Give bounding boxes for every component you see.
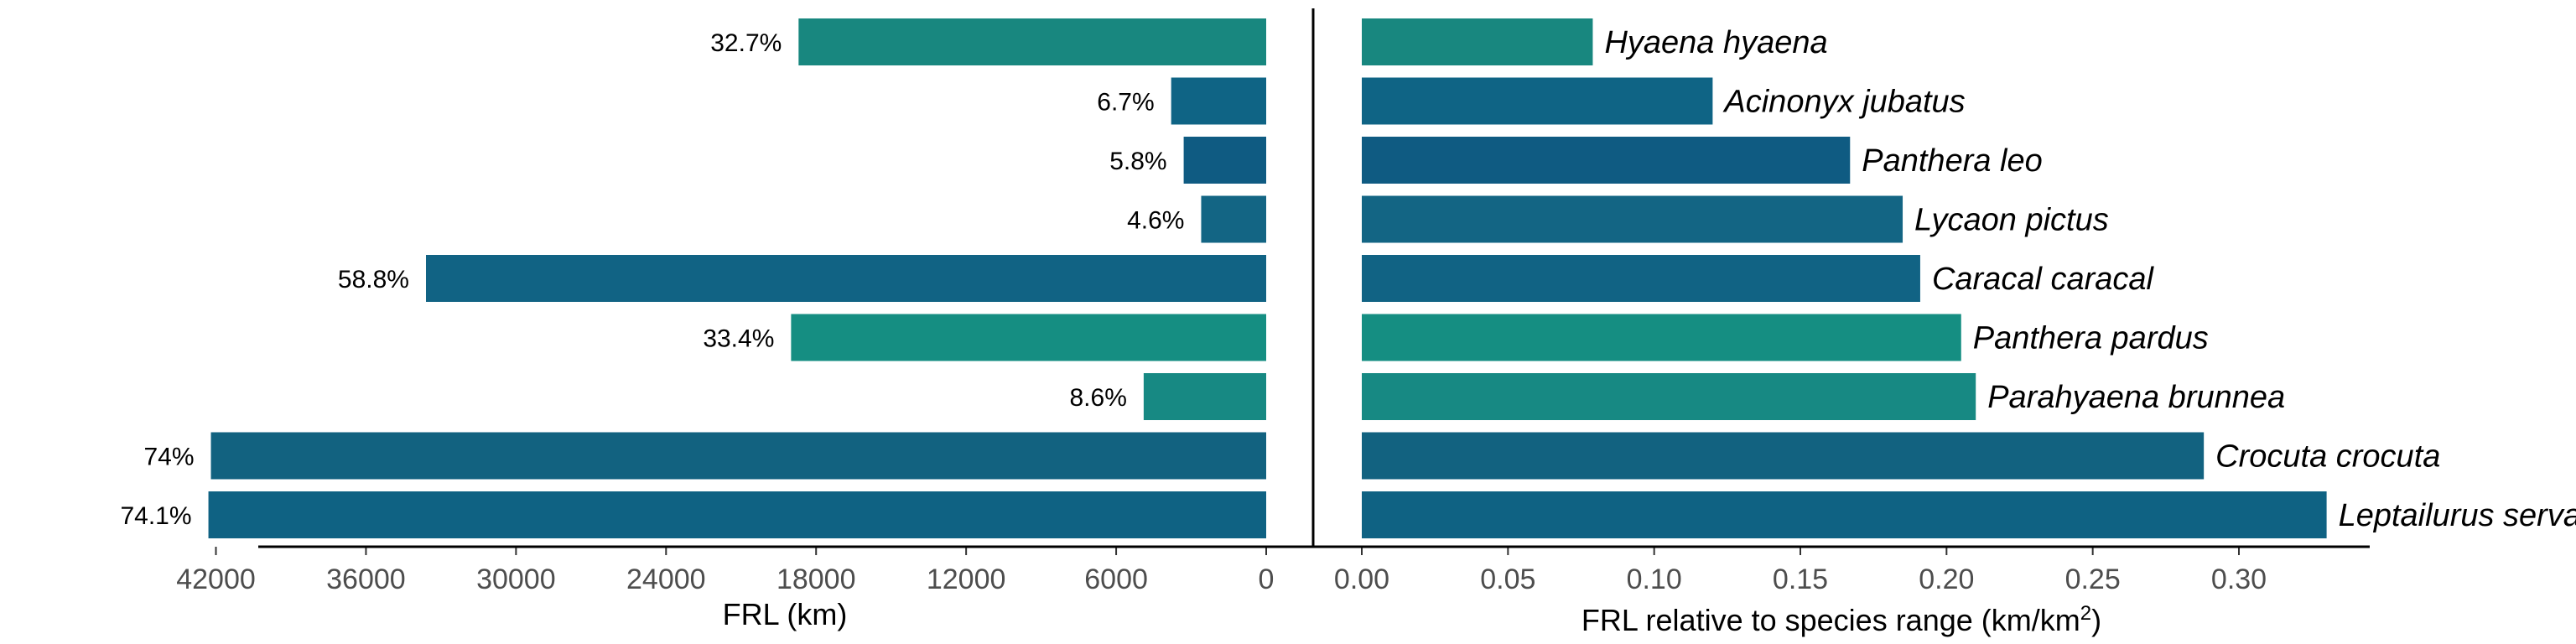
right-x-tick-label: 0.15 [1773, 564, 1828, 595]
species-label: Hyaena hyaena [1604, 25, 1827, 60]
percent-label: 4.6% [1127, 207, 1184, 235]
percent-label: 74.1% [120, 502, 191, 530]
percent-label: 8.6% [1069, 384, 1126, 412]
right-x-tick-label: 0.00 [1334, 564, 1389, 595]
left-x-tick-label: 6000 [1084, 564, 1148, 595]
right-x-axis-title: FRL relative to species range (km/km2) [1581, 602, 2101, 638]
right-bar [1362, 432, 2205, 480]
right-x-axis-title-main: FRL relative to species range (km/km [1581, 603, 2080, 637]
percent-label: 5.8% [1109, 148, 1166, 175]
species-label: Leptailurus serval [2339, 498, 2576, 533]
species-label: Parahyaena brunnea [1987, 380, 2285, 415]
right-x-tick-label: 0.25 [2065, 564, 2121, 595]
species-label: Panthera leo [1862, 143, 2043, 179]
left-bar [798, 18, 1266, 65]
right-x-tick-label: 0.10 [1627, 564, 1682, 595]
species-label: Crocuta crocuta [2215, 439, 2440, 475]
right-bar [1362, 314, 1961, 361]
right-x-tick-label: 0.05 [1480, 564, 1535, 595]
percent-label: 32.7% [710, 29, 782, 57]
left-bar [426, 255, 1266, 302]
species-label: Panthera pardus [1973, 321, 2209, 356]
left-x-tick-label: 36000 [326, 564, 406, 595]
right-x-axis-title-sup: 2 [2080, 602, 2091, 625]
right-x-axis-title-end: ) [2091, 603, 2101, 637]
left-x-tick-label: 0 [1259, 564, 1275, 595]
left-bar [791, 314, 1266, 361]
percent-label: 58.8% [338, 266, 409, 293]
left-bar [1201, 195, 1266, 243]
left-x-tick-label: 42000 [176, 564, 256, 595]
left-x-tick-label: 12000 [927, 564, 1006, 595]
right-bar [1362, 137, 1851, 184]
right-x-tick-label: 0.30 [2211, 564, 2267, 595]
left-x-tick-label: 24000 [626, 564, 706, 595]
right-bar [1362, 491, 2327, 538]
left-bar [208, 491, 1266, 538]
left-bar [210, 432, 1266, 480]
species-label: Acinonyx jubatus [1722, 85, 1965, 120]
left-bar [1143, 373, 1266, 420]
percent-label: 33.4% [703, 325, 774, 353]
species-label: Caracal caracal [1932, 262, 2155, 297]
left-panel: 32.7% 6.7% 5.8% 4.6% 58.8% 33.4% 8.6% 74% 74.1% 4… [120, 18, 1274, 595]
left-bar [1171, 77, 1266, 125]
right-bar [1362, 18, 1593, 65]
right-bar [1362, 77, 1713, 125]
percent-label: 6.7% [1097, 89, 1154, 117]
right-bar [1362, 373, 1976, 420]
left-x-axis-title: FRL (km) [723, 597, 848, 631]
left-bar [1183, 137, 1266, 184]
left-x-tick-label: 18000 [776, 564, 856, 595]
percent-label: 74% [143, 444, 194, 471]
right-bar [1362, 255, 1920, 302]
right-panel: Hyaena hyaena Acinonyx jubatus Panthera le… [1334, 18, 2576, 595]
left-x-tick-label: 30000 [476, 564, 556, 595]
right-x-tick-label: 0.20 [1919, 564, 1974, 595]
species-label: Lycaon pictus [1914, 203, 2109, 238]
right-bar [1362, 195, 1903, 243]
